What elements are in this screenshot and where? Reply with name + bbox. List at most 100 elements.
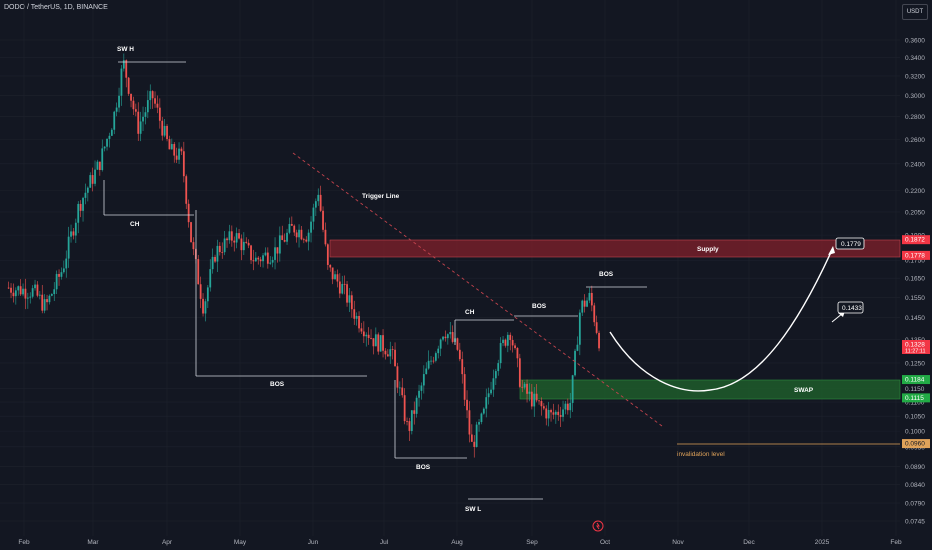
candle-body	[91, 175, 94, 184]
candle-body	[530, 391, 533, 407]
x-tick-label: Mar	[87, 539, 99, 546]
currency-button[interactable]: USDT	[902, 4, 928, 20]
y-tick-label: 0.3200	[905, 73, 925, 80]
candle-body	[101, 148, 104, 170]
candle-body	[406, 421, 408, 422]
candle-body	[250, 245, 252, 261]
candle-body	[161, 120, 164, 136]
candle-body	[439, 339, 442, 349]
candle-body	[94, 169, 96, 184]
y-tick-label: 0.2400	[905, 161, 925, 168]
candle-body	[58, 273, 60, 277]
candle-body	[396, 366, 399, 388]
candle-body	[478, 422, 480, 425]
candle-body	[125, 60, 128, 78]
candle-body	[458, 349, 461, 360]
candle-body	[401, 387, 404, 396]
candle-body	[242, 241, 245, 251]
candle-body	[326, 244, 329, 265]
candle-body	[365, 334, 368, 337]
candle-body	[281, 235, 284, 240]
candle-body	[302, 239, 305, 241]
label-ch-mid: CH	[465, 309, 475, 316]
candle-body	[389, 349, 392, 357]
candle-body	[247, 242, 250, 246]
candle-body	[41, 294, 44, 311]
x-tick-label: Dec	[743, 539, 755, 546]
candle-body	[290, 223, 293, 226]
candle-body	[257, 257, 260, 260]
candle-body	[214, 256, 216, 262]
y-tick-label: 0.3000	[905, 93, 925, 100]
candle-body	[202, 298, 204, 314]
x-tick-label: 2025	[815, 539, 830, 546]
y-tick-label: 0.1650	[905, 276, 925, 283]
candle-body	[14, 290, 17, 297]
candle-body	[564, 403, 567, 410]
candle-body	[84, 192, 87, 198]
y-tick-label: 0.3400	[905, 55, 925, 62]
candle-body	[151, 91, 154, 99]
y-tick-label: 0.1150	[905, 386, 925, 393]
y-tick-label: 0.1100	[905, 400, 925, 407]
candle-body	[451, 332, 454, 342]
candle-body	[382, 335, 384, 351]
candle-body	[209, 269, 212, 288]
candle-body	[60, 272, 63, 277]
target-1-label: 0.1779	[841, 241, 861, 248]
candle-body	[149, 91, 152, 101]
candle-body	[487, 393, 490, 398]
candle-body	[456, 338, 459, 350]
candle-body	[583, 300, 586, 307]
candle-body	[574, 350, 576, 376]
trigger-line	[292, 152, 663, 427]
candle-body	[278, 235, 281, 254]
candle-body	[233, 240, 236, 243]
price-tag-label: 0.1115	[905, 395, 924, 402]
candle-body	[120, 68, 123, 96]
target-1-box	[835, 237, 865, 250]
candle-body	[98, 161, 101, 170]
candle-body	[72, 231, 75, 236]
y-axis[interactable]: 0.3600 0.3400 0.3200 0.3000 0.2800 0.2600 0.24…	[905, 38, 925, 526]
label-supply: Supply	[697, 246, 719, 253]
candle-body	[372, 338, 375, 347]
candle-body	[504, 339, 507, 346]
candle-body	[173, 144, 176, 156]
candle-body	[348, 295, 351, 303]
price-tag-label: 0.1184	[905, 377, 925, 384]
candle-body	[269, 262, 272, 264]
candle-body	[514, 345, 516, 349]
candle-body	[386, 354, 389, 357]
candle-body	[485, 397, 488, 409]
candle-body	[538, 400, 540, 402]
candle-body	[46, 299, 48, 303]
supply-zone	[329, 239, 901, 258]
candle-body	[595, 322, 598, 333]
x-tick-label: Sep	[526, 539, 538, 546]
tradingview-logo-icon[interactable]	[592, 520, 604, 532]
candle-body	[420, 385, 423, 391]
candle-body	[442, 336, 444, 340]
candle-body	[432, 360, 435, 362]
candle-body	[466, 399, 468, 411]
candle-body	[499, 343, 502, 364]
candle-body	[19, 286, 22, 295]
price-tags: 0.18720.17780.132811:27:110.11840.11150.…	[902, 235, 930, 449]
candle-body	[170, 144, 173, 150]
candle-body	[535, 393, 538, 401]
candle-body	[163, 125, 166, 136]
chart-symbol-title[interactable]: DODO / TetherUS, 1D, BINANCE	[4, 4, 108, 11]
candle-body	[425, 368, 428, 375]
x-axis[interactable]: Feb Mar Apr May Jun Jul Aug Sep Oct Nov Dec 2025 Feb	[18, 539, 902, 546]
candle-body	[262, 255, 264, 262]
candle-body	[362, 331, 365, 337]
candle-body	[154, 98, 156, 104]
y-tick-label: 0.1550	[905, 295, 925, 302]
candle-body	[122, 60, 125, 69]
candle-body	[545, 408, 548, 419]
candle-body	[10, 287, 12, 293]
candle-body	[475, 424, 478, 447]
candle-body	[127, 77, 130, 94]
